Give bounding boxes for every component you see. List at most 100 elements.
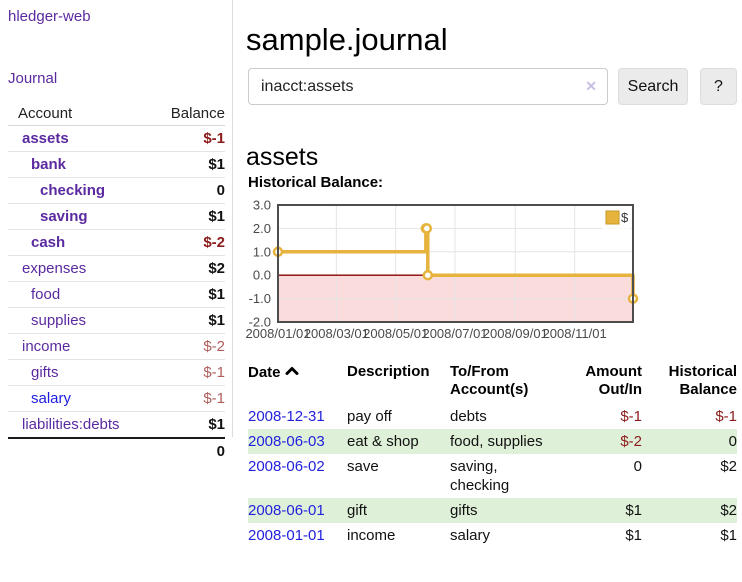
chart-title: Historical Balance:	[248, 174, 384, 191]
transaction-balance: $2	[720, 458, 737, 475]
transaction-row[interactable]: 2008-01-01 income salary $1 $1	[248, 523, 737, 548]
svg-text:-1.0: -1.0	[249, 291, 271, 306]
balance-column-header-tx: Historical Balance	[668, 363, 737, 398]
search-box: ✕	[248, 68, 608, 105]
transaction-date-link[interactable]: 2008-12-31	[248, 408, 325, 425]
account-balance: $1	[208, 208, 225, 225]
sidebar-account-link[interactable]: bank	[31, 156, 67, 173]
page-title: sample.journal	[246, 21, 448, 57]
transaction-amount: $-1	[620, 408, 642, 425]
sidebar-accounts-table: Account Balance assets $-1 bank $1 check…	[8, 101, 225, 464]
sidebar-account-row: liabilities:debts $1	[8, 412, 225, 437]
sidebar-account-link[interactable]: supplies	[31, 312, 87, 329]
description-column-header: Description	[347, 363, 430, 380]
transaction-accounts: saving, checking	[450, 458, 510, 494]
transaction-description: gift	[347, 502, 368, 519]
tx-rows: 2008-12-31 pay off debts $-1 $-1 2008-06…	[248, 404, 737, 548]
sidebar-account-link[interactable]: liabilities:debts	[22, 416, 120, 433]
svg-text:2008/05/01: 2008/05/01	[363, 326, 428, 341]
sidebar-account-row: food $1	[8, 282, 225, 308]
transaction-amount: 0	[633, 458, 642, 475]
transaction-balance: $2	[720, 502, 737, 519]
sidebar-account-row: bank $1	[8, 152, 225, 178]
transaction-row[interactable]: 2008-06-01 gift gifts $1 $2	[248, 498, 737, 523]
svg-text:0.0: 0.0	[253, 268, 271, 283]
account-balance: $1	[208, 416, 225, 433]
search-button[interactable]: Search	[618, 68, 688, 105]
transaction-accounts: gifts	[450, 502, 478, 519]
sidebar-account-row: gifts $-1	[8, 360, 225, 386]
account-balance: $1	[208, 156, 225, 173]
transaction-date-link[interactable]: 2008-06-01	[248, 502, 325, 519]
transaction-description: pay off	[347, 408, 392, 425]
sidebar-account-row: expenses $2	[8, 256, 225, 282]
transaction-row[interactable]: 2008-06-03 eat & shop food, supplies $-2…	[248, 429, 737, 454]
accounts-table-header: Account Balance	[8, 101, 225, 126]
sidebar-account-link[interactable]: income	[22, 338, 71, 355]
sidebar-account-row: income $-2	[8, 334, 225, 360]
transactions-header-row: Date Description To/From Account(s) Amou…	[248, 361, 737, 404]
sidebar-account-row: salary $-1	[8, 386, 225, 412]
svg-text:2.0: 2.0	[253, 221, 271, 236]
account-balance: $-1	[203, 130, 225, 147]
transaction-date-link[interactable]: 2008-01-01	[248, 527, 325, 544]
sidebar-item-journal[interactable]: Journal	[8, 70, 58, 87]
account-balance: $-1	[203, 390, 225, 407]
svg-text:2008/11/01: 2008/11/01	[543, 326, 607, 341]
transaction-row[interactable]: 2008-06-02 save saving, checking 0 $2	[248, 454, 737, 498]
transaction-balance: $-1	[715, 408, 737, 425]
sidebar-account-row: checking 0	[8, 178, 225, 204]
transaction-amount: $1	[625, 502, 642, 519]
sidebar-account-link[interactable]: salary	[31, 390, 72, 407]
svg-text:-2.0: -2.0	[249, 315, 271, 330]
transaction-amount: $1	[625, 527, 642, 544]
sidebar-account-row: supplies $1	[8, 308, 225, 334]
transaction-accounts: debts	[450, 408, 487, 425]
sort-ascending-icon	[285, 363, 299, 381]
sidebar-account-link[interactable]: assets	[22, 130, 69, 147]
transaction-accounts: salary	[450, 527, 491, 544]
account-balance: $1	[208, 312, 225, 329]
sidebar-account-link[interactable]: checking	[40, 182, 106, 199]
sidebar-account-rows: assets $-1 bank $1 checking 0 saving $1 …	[8, 126, 225, 437]
sidebar-account-link[interactable]: expenses	[22, 260, 87, 277]
sidebar-account-row: saving $1	[8, 204, 225, 230]
account-balance: $-2	[203, 338, 225, 355]
transactions-table: Date Description To/From Account(s) Amou…	[248, 361, 737, 548]
transaction-description: income	[347, 527, 396, 544]
account-balance: $1	[208, 286, 225, 303]
transaction-amount: $-2	[620, 433, 642, 450]
historical-balance-chart[interactable]: 3.0 2.0 1.0 0.0 -1.0 -2.0 2008/01/01 2008/03/01…	[245, 198, 742, 348]
account-balance: $2	[208, 260, 225, 277]
sidebar-account-link[interactable]: saving	[40, 208, 88, 225]
transaction-description: save	[347, 458, 379, 475]
accounts-total-balance: 0	[216, 443, 225, 460]
accounts-total-row: 0	[8, 437, 225, 464]
sidebar-account-link[interactable]: gifts	[31, 364, 59, 381]
svg-text:3.0: 3.0	[253, 198, 271, 213]
transaction-date-link[interactable]: 2008-06-02	[248, 458, 325, 475]
sidebar-account-link[interactable]: cash	[31, 234, 66, 251]
account-column-header: Account	[18, 104, 73, 122]
transaction-row[interactable]: 2008-12-31 pay off debts $-1 $-1	[248, 404, 737, 429]
help-button[interactable]: ?	[700, 68, 737, 105]
date-column-header[interactable]: Date	[248, 361, 347, 404]
sidebar-account-row: assets $-1	[8, 126, 225, 152]
sidebar-account-row: cash $-2	[8, 230, 225, 256]
transaction-balance: $1	[720, 527, 737, 544]
account-heading: assets	[246, 142, 319, 171]
search-input[interactable]	[248, 68, 608, 105]
transaction-accounts: food, supplies	[450, 433, 543, 450]
account-balance: $-1	[203, 364, 225, 381]
amount-column-header: Amount Out/In	[585, 363, 642, 398]
sidebar-account-link[interactable]: food	[31, 286, 61, 303]
svg-text:2008/01/01: 2008/01/01	[245, 326, 310, 341]
transaction-balance: 0	[728, 433, 737, 450]
accounts-column-header: To/From Account(s)	[450, 363, 529, 398]
balance-column-header: Balance	[170, 104, 225, 122]
account-balance: 0	[216, 182, 225, 199]
transaction-date-link[interactable]: 2008-06-03	[248, 433, 325, 450]
app-brand-link[interactable]: hledger-web	[8, 8, 91, 25]
svg-text:2008/09/01: 2008/09/01	[483, 326, 548, 341]
clear-search-icon[interactable]: ✕	[585, 78, 597, 94]
